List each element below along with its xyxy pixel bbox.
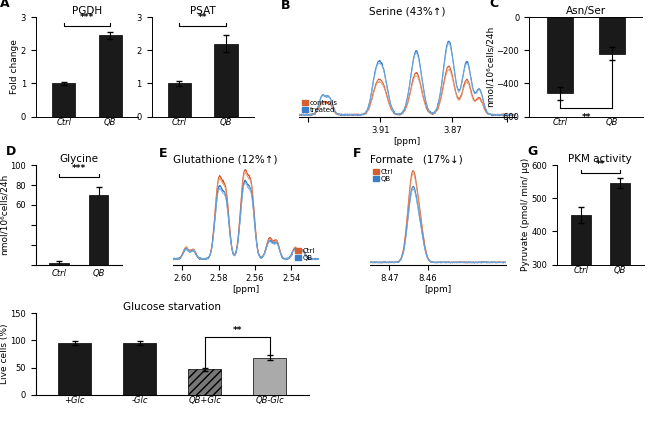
Text: Glutathione (12%↑): Glutathione (12%↑) [173, 154, 278, 164]
Bar [547, 17, 573, 94]
Y-axis label: nmol/10⁶cells/24h: nmol/10⁶cells/24h [0, 174, 9, 256]
Bar [214, 44, 238, 117]
X-axis label: [ppm]: [ppm] [424, 285, 452, 294]
Text: F: F [354, 147, 362, 160]
Bar [49, 263, 69, 265]
Text: **: ** [595, 160, 605, 169]
Text: Formate   (17%↓): Formate (17%↓) [370, 154, 463, 164]
Title: PKM activity: PKM activity [569, 154, 632, 164]
Title: Glycine: Glycine [59, 154, 98, 164]
Title: Serine (43%↑): Serine (43%↑) [369, 6, 445, 16]
Y-axis label: nmol/10⁶cells/24h: nmol/10⁶cells/24h [486, 26, 495, 108]
Text: B: B [281, 0, 291, 12]
Y-axis label: Live cells (%): Live cells (%) [0, 323, 9, 384]
Text: **: ** [233, 326, 242, 335]
Bar [610, 183, 630, 364]
Bar [124, 343, 156, 395]
Legend: Ctrl, QB: Ctrl, QB [373, 169, 393, 182]
Bar [58, 343, 91, 395]
Legend: Ctrl, QB: Ctrl, QB [295, 248, 315, 261]
Y-axis label: Fold change: Fold change [10, 39, 20, 94]
Bar [89, 195, 109, 265]
Bar [168, 83, 191, 117]
Text: G: G [527, 145, 537, 158]
X-axis label: [ppm]: [ppm] [393, 137, 421, 146]
Bar [254, 358, 286, 395]
Legend: controls, treated: controls, treated [302, 100, 338, 113]
Title: PSAT: PSAT [190, 6, 216, 16]
Title: Asn/Ser: Asn/Ser [566, 6, 606, 16]
Text: C: C [489, 0, 498, 10]
Title: Glucose starvation: Glucose starvation [124, 302, 221, 312]
Bar [99, 35, 122, 117]
Text: **: ** [582, 113, 591, 122]
Bar [52, 83, 75, 117]
Title: PGDH: PGDH [72, 6, 102, 16]
Text: A: A [0, 0, 10, 10]
Text: E: E [159, 147, 167, 160]
Y-axis label: Pyruvate (pmol/ min/ µg): Pyruvate (pmol/ min/ µg) [521, 158, 530, 272]
Text: **: ** [198, 13, 207, 22]
Bar [188, 369, 221, 395]
Text: ***: *** [72, 164, 86, 173]
X-axis label: [ppm]: [ppm] [232, 285, 259, 294]
Text: ***: *** [80, 13, 94, 22]
Bar [599, 17, 625, 54]
Text: D: D [6, 145, 16, 158]
Bar [571, 215, 590, 364]
